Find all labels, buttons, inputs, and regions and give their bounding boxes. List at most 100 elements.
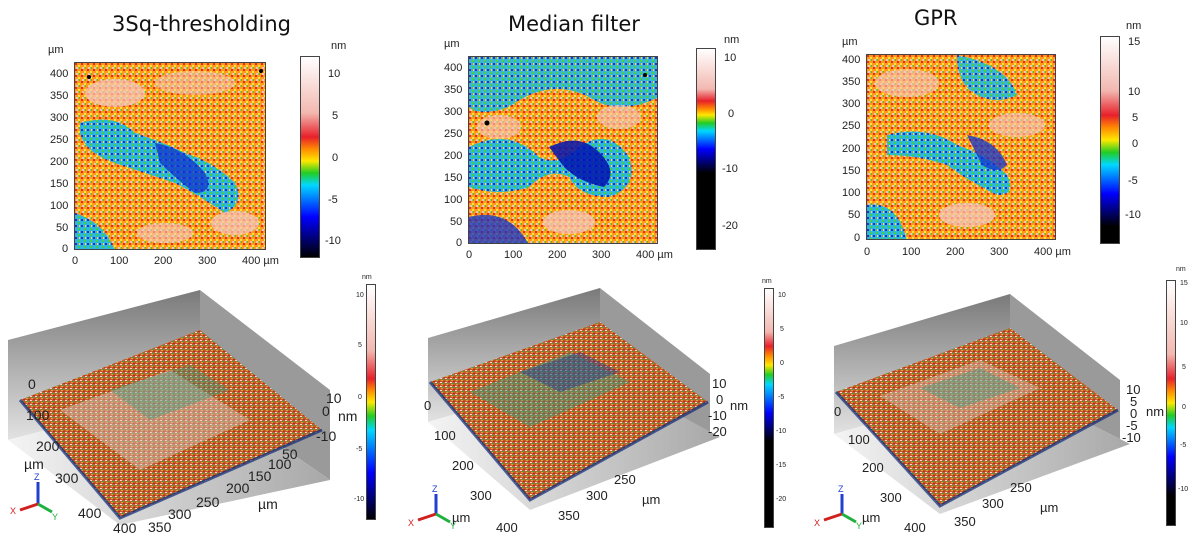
y-tick: 0: [456, 237, 463, 249]
y-tick: 250: [842, 120, 861, 132]
surface-colorbar-unit: nm: [762, 278, 772, 285]
x-tick: 400 µm: [242, 255, 279, 267]
colorbar-tick: 0: [1132, 138, 1139, 150]
surface-left-tick: 200: [862, 460, 884, 475]
surface-left-tick: 0: [424, 398, 432, 413]
y-tick: 150: [50, 178, 69, 190]
y-tick: 50: [450, 216, 463, 228]
surface-left-tick: 300: [470, 488, 492, 503]
surface-front-tick: 150: [248, 468, 272, 484]
surface-colorbar-tick: -20: [776, 496, 787, 503]
surface-left-tick: 0: [28, 376, 36, 392]
colorbar: [696, 48, 716, 250]
axis-x-label: X: [408, 518, 414, 528]
axis-y-label: Y: [856, 521, 862, 530]
colorbar-tick: -5: [328, 194, 338, 206]
x-tick: 100: [902, 246, 921, 258]
x-tick: 100: [110, 255, 129, 267]
colorbar-tick: 5: [332, 110, 339, 122]
surface-front-axis-label: µm: [642, 492, 661, 507]
x-tick: 0: [864, 246, 871, 258]
y-tick: 100: [444, 194, 463, 206]
surface-colorbar-tick: -10: [354, 496, 365, 503]
surface-colorbar-tick: 10: [356, 292, 364, 299]
surface-left-tick: 200: [36, 438, 60, 454]
surface-colorbar-tick: 15: [1180, 280, 1188, 287]
x-tick: 200: [548, 249, 567, 261]
y-tick: 50: [848, 209, 861, 221]
axis-y-label: Y: [52, 512, 58, 522]
surface-colorbar: [764, 288, 774, 528]
surface-colorbar-tick: -5: [778, 394, 785, 401]
surface-left-axis-label: µm: [452, 510, 471, 525]
surface-front-tick: 250: [614, 472, 636, 487]
surface-front-axis-label: µm: [258, 496, 278, 512]
y-tick: 50: [56, 222, 69, 234]
y-tick: 0: [62, 243, 69, 255]
surface-z-tick: 5: [1130, 394, 1138, 409]
x-tick: 200: [946, 246, 965, 258]
colorbar-tick: 10: [1128, 86, 1141, 98]
height-map: [74, 62, 266, 250]
x-tick: 300: [592, 249, 611, 261]
surface-left-axis-label: µm: [862, 510, 881, 525]
y-tick: 400: [444, 62, 463, 74]
x-tick: 100: [504, 249, 523, 261]
panel-title: 3Sq-thresholding: [112, 12, 291, 36]
surface-z-axis-label: nm: [730, 398, 749, 413]
colorbar-tick: -10: [325, 235, 341, 247]
colorbar: [300, 56, 320, 258]
y-tick: 250: [444, 128, 463, 140]
y-tick: 300: [842, 98, 861, 110]
axis-x-label: X: [814, 518, 820, 528]
x-tick: 300: [990, 246, 1009, 258]
surface-z-tick: 10: [712, 376, 727, 391]
surface-colorbar: [366, 284, 376, 520]
y-tick: 300: [50, 112, 69, 124]
y-tick: 350: [50, 90, 69, 102]
surface-z-axis-label: nm: [1146, 404, 1165, 419]
surface-colorbar-tick: -5: [1180, 442, 1187, 449]
y-tick: 350: [444, 84, 463, 96]
colorbar-tick: -10: [1125, 209, 1141, 221]
y-tick: 400: [842, 54, 861, 66]
surface-front-tick: 300: [168, 506, 192, 522]
surface-3d-plot: [428, 288, 720, 510]
surface-colorbar-tick: 5: [780, 326, 784, 333]
colorbar-tick: 10: [724, 52, 737, 64]
map-unit-label: µm: [842, 36, 858, 48]
surface-left-tick: 300: [880, 490, 902, 505]
surface-left-tick: 400: [904, 520, 926, 535]
surface-3d-plot: [8, 290, 330, 525]
colorbar-tick: 0: [728, 108, 735, 120]
surface-colorbar-tick: 10: [778, 292, 786, 299]
height-map: [468, 56, 658, 244]
colorbar-tick: -20: [722, 220, 738, 232]
surface-left-axis-label: µm: [24, 456, 44, 472]
surface-colorbar-tick: -10: [1178, 486, 1189, 493]
surface-z-tick: 0: [716, 392, 724, 407]
y-tick: 100: [842, 187, 861, 199]
surface-colorbar-tick: -5: [356, 446, 363, 453]
surface-front-tick: 100: [268, 456, 292, 472]
y-tick: 300: [444, 106, 463, 118]
y-tick: 100: [50, 200, 69, 212]
axis-z-label: Z: [34, 472, 40, 482]
surface-colorbar-tick: 10: [1180, 320, 1188, 327]
colorbar-tick: 0: [332, 152, 339, 164]
surface-z-tick: -10: [1122, 430, 1141, 445]
y-tick: 250: [50, 134, 69, 146]
surface-z-tick: -10: [708, 408, 727, 423]
surface-z-tick: 0: [322, 403, 330, 419]
surface-z-tick: -10: [316, 428, 337, 444]
surface-left-tick: 100: [26, 407, 50, 423]
x-tick: 0: [466, 249, 473, 261]
y-tick: 200: [444, 150, 463, 162]
surface-left-tick: 100: [848, 432, 870, 447]
panel-title: Median filter: [508, 12, 640, 36]
surface-front-tick: 250: [1010, 480, 1032, 495]
axis-z-label: Z: [432, 484, 438, 494]
colorbar-tick: 5: [1132, 112, 1139, 124]
surface-colorbar-tick: -10: [776, 428, 787, 435]
surface-z-tick: 10: [1126, 382, 1141, 397]
